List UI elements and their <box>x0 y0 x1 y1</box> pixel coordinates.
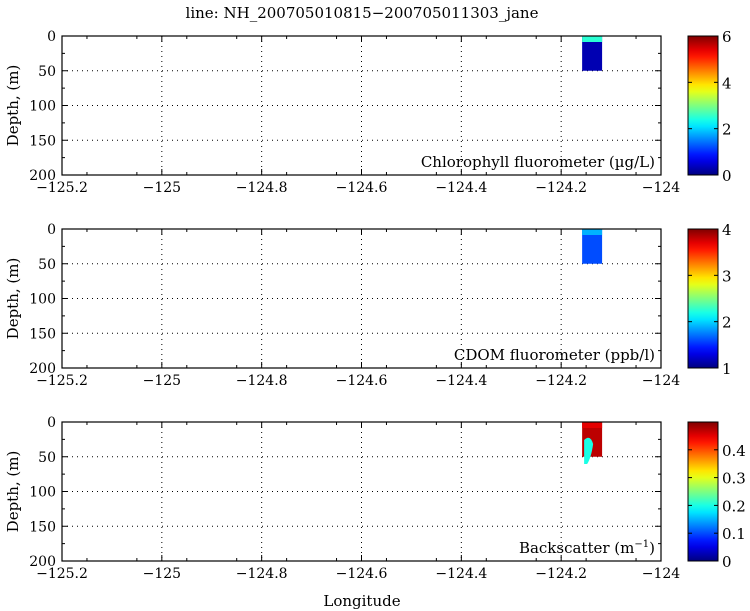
x-tick-label: −125 <box>143 373 181 389</box>
x-tick-label: −124.6 <box>336 180 388 196</box>
colorbar-tick-label: 0.3 <box>722 470 746 488</box>
y-tick-label: 200 <box>29 361 56 377</box>
x-tick-label: −124.6 <box>336 373 388 389</box>
data-patch-surface <box>582 422 603 428</box>
colorbar-tick-label: 0.1 <box>722 525 746 543</box>
y-tick-label: 0 <box>47 222 56 238</box>
data-patch-surface <box>582 229 603 235</box>
colorbar-tick-label: 0.2 <box>722 497 746 515</box>
colorbar-tick-label: 0.4 <box>722 442 746 460</box>
y-tick-label: 0 <box>47 415 56 431</box>
x-tick-label: −125.2 <box>36 373 88 389</box>
x-tick-label: −124.2 <box>535 373 587 389</box>
data-patch-feature <box>584 437 594 464</box>
y-axis-label: Depth, (m) <box>4 258 22 340</box>
x-tick-label: −124 <box>642 566 681 582</box>
panel-2: −125.2 −125 −124.8 −124.6 −124.4 −124.2 −124 0 5… <box>4 221 732 389</box>
x-tick-label: −124.4 <box>435 566 487 582</box>
x-tick-label: −125 <box>143 180 181 196</box>
x-tick-label: −125.2 <box>36 180 88 196</box>
y-tick-label: 200 <box>29 168 56 184</box>
y-tick-label: 50 <box>38 450 56 466</box>
x-tick-label: −125 <box>143 566 181 582</box>
colorbar-tick-label: 6 <box>722 28 732 46</box>
data-patch <box>582 36 603 71</box>
y-tick-label: 0 <box>47 29 56 45</box>
x-tick-label: −124.4 <box>435 180 487 196</box>
y-axis-label: Depth, (m) <box>4 65 22 147</box>
y-axis-label: Depth, (m) <box>4 451 22 533</box>
y-tick-label: 100 <box>29 99 56 115</box>
axes-box <box>61 35 662 176</box>
panel-label: Chlorophyll fluorometer (µg/L) <box>421 153 655 171</box>
label-end: ) <box>649 539 655 557</box>
y-tick-label: 150 <box>29 519 56 535</box>
colorbar-tick-label: 2 <box>722 314 732 332</box>
x-tick-label: −124.8 <box>236 566 288 582</box>
x-tick-label: −124.8 <box>236 180 288 196</box>
chart-title: line: NH_200705010815−200705011303_jane <box>186 4 539 22</box>
y-tick-label: 50 <box>38 64 56 80</box>
colorbar-tick-label: 2 <box>722 121 732 139</box>
x-tick-label: −124 <box>642 373 681 389</box>
colorbar-tick-label: 1 <box>722 360 732 378</box>
x-tick-label: −124.6 <box>336 566 388 582</box>
x-tick-label: −124.4 <box>435 373 487 389</box>
y-tick-label: 50 <box>38 257 56 273</box>
data-patch-surface <box>582 36 603 42</box>
x-tick-label: −124.2 <box>535 180 587 196</box>
colorbar-tick-label: 4 <box>722 74 732 92</box>
y-tick-label: 100 <box>29 485 56 501</box>
colorbar <box>687 421 719 562</box>
x-axis-label: Longitude <box>323 592 400 610</box>
colorbar-tick-label: 0 <box>722 553 732 571</box>
panel-1: −125.2 −125 −124.8 −124.6 −124.4 −124.2 −124 0 5… <box>4 28 732 196</box>
panel-label: CDOM fluorometer (ppb/l) <box>454 346 655 364</box>
x-tick-label: −124.8 <box>236 373 288 389</box>
axes-box <box>61 421 662 562</box>
panel-label: Backscatter (m−1) <box>519 539 655 557</box>
x-tick-label: −124 <box>642 180 681 196</box>
data-patch <box>582 229 603 264</box>
colorbar-tick-label: 3 <box>722 267 732 285</box>
colorbar <box>687 35 719 176</box>
label-superscript: −1 <box>634 539 649 550</box>
y-tick-label: 150 <box>29 133 56 149</box>
colorbar-tick-label: 4 <box>722 221 732 239</box>
x-tick-label: −125.2 <box>36 566 88 582</box>
y-tick-label: 200 <box>29 554 56 570</box>
y-tick-label: 150 <box>29 326 56 342</box>
colorbar-tick-label: 0 <box>722 167 732 185</box>
x-tick-label: −124.2 <box>535 566 587 582</box>
colorbar <box>687 228 719 369</box>
axes-box <box>61 228 662 369</box>
y-tick-label: 100 <box>29 292 56 308</box>
panel-3: −125.2 −125 −124.8 −124.6 −124.4 −124.2 −124 0 5… <box>4 415 746 582</box>
